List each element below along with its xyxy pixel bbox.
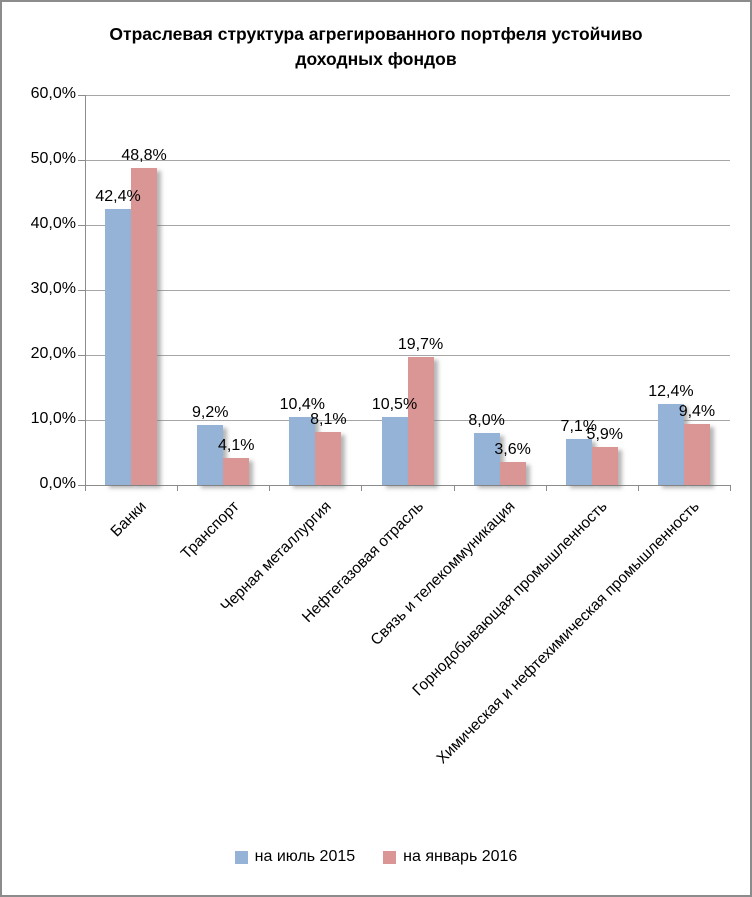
y-axis-tick-label: 60,0% (30, 85, 76, 102)
y-axis-tick-label: 50,0% (30, 150, 76, 167)
x-axis-tick (177, 485, 179, 491)
bar-value-label-series-0-cat-2: 10,4% (279, 396, 326, 414)
bar-series-0-cat-4 (473, 433, 500, 485)
x-axis-tick (545, 485, 547, 491)
bar-series-1-cat-6 (683, 423, 710, 485)
bar-series-1-cat-5 (591, 446, 618, 485)
bar-value-label-series-0-cat-1: 9,2% (191, 404, 229, 422)
chart-title: Отраслевая структура агрегированного пор… (109, 24, 643, 69)
bar-series-1-cat-4 (499, 461, 526, 485)
y-axis-tick (78, 225, 85, 226)
y-axis-line (85, 95, 86, 486)
bar-series-1-cat-0 (131, 167, 158, 485)
bar-series-1-cat-2 (315, 432, 342, 485)
y-axis-tick (78, 95, 85, 96)
x-axis-line (85, 485, 730, 486)
bar-value-label-series-1-cat-3: 19,7% (397, 335, 444, 353)
category-label-5: Горнодобывающая промышленность (409, 498, 611, 700)
x-axis-tick (85, 485, 86, 491)
x-axis-tick (637, 485, 639, 491)
legend-label-january-2016: на январь 2016 (403, 848, 518, 865)
bar-value-label-series-1-cat-4: 3,6% (494, 440, 531, 458)
bar-value-label-series-1-cat-6: 9,4% (678, 402, 716, 420)
gridline (85, 225, 730, 226)
bar-value-label-series-1-cat-2: 8,1% (310, 411, 347, 429)
bar-series-1-cat-1 (223, 458, 250, 485)
legend-swatch-july-2015-icon (234, 850, 248, 864)
category-label-1: Транспорт (177, 498, 243, 563)
bar-value-label-series-0-cat-5: 7,1% (560, 417, 598, 435)
y-axis-tick-label: 30,0% (30, 280, 76, 297)
bar-value-label-series-0-cat-0: 42,4% (95, 188, 141, 206)
bar-series-0-cat-1 (197, 425, 224, 485)
gridline (85, 95, 730, 96)
bar-series-1-cat-3 (407, 356, 434, 485)
bar-series-0-cat-2 (289, 417, 316, 485)
bar-value-label-series-0-cat-4: 8,0% (468, 412, 505, 429)
y-axis-tick (78, 420, 85, 421)
y-axis-tick-label: 0,0% (39, 475, 76, 492)
bar-value-label-series-1-cat-1: 4,1% (217, 437, 255, 455)
x-axis-tick (361, 485, 363, 491)
legend: на июль 2015 на январь 2016 (2, 848, 750, 866)
bar-series-0-cat-3 (381, 416, 408, 485)
legend-item-july-2015: на июль 2015 (234, 848, 356, 866)
bar-value-label-series-1-cat-5: 5,9% (586, 425, 624, 443)
y-axis-tick (78, 160, 85, 161)
bar-value-label-series-1-cat-0: 48,8% (121, 146, 167, 164)
y-axis-tick-label: 10,0% (30, 410, 76, 427)
y-axis-tick (78, 290, 85, 291)
legend-item-january-2016: на январь 2016 (383, 848, 517, 866)
bar-series-0-cat-6 (657, 404, 684, 485)
gridline (85, 290, 730, 291)
gridline (85, 160, 730, 161)
legend-swatch-january-2016-icon (383, 850, 397, 864)
x-axis-tick (730, 485, 731, 491)
x-axis-tick (269, 485, 271, 491)
legend-label-july-2015: на июль 2015 (254, 848, 356, 865)
y-axis-tick-label: 20,0% (30, 345, 76, 362)
bar-value-label-series-0-cat-6: 12,4% (648, 383, 694, 401)
bar-series-0-cat-5 (565, 438, 592, 485)
y-axis-tick-label: 40,0% (30, 215, 76, 232)
y-axis-tick (78, 355, 85, 356)
bar-value-label-series-0-cat-3: 10,5% (371, 395, 418, 413)
gridline (85, 355, 730, 356)
category-label-0: Банки (107, 498, 151, 541)
x-axis-tick (453, 485, 455, 491)
y-axis-tick (78, 485, 85, 486)
bar-series-0-cat-0 (105, 209, 132, 485)
